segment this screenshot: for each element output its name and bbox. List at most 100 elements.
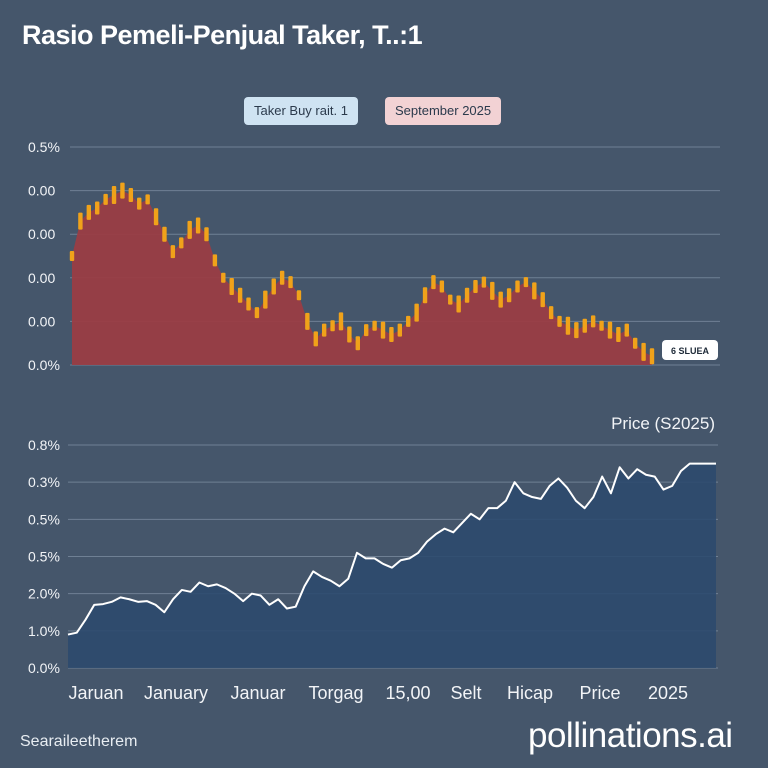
top-bar [296,290,302,301]
top-bar [490,281,495,300]
top-bar [246,297,251,311]
top-chart-badge: 6 SLUEA [662,340,718,360]
top-bar [95,201,100,215]
top-bar [195,217,201,234]
top-bar [523,277,529,288]
top-bar [364,324,369,337]
top-bar [590,315,596,328]
chart-title: Rasio Pemeli-Penjual Taker, T..:1 [22,20,423,50]
watermark: pollinations.ai [528,716,733,755]
legend: Taker Buy rait. 1 September 2025 [0,97,768,127]
top-y-tick: 0.00 [28,226,55,242]
bottom-x-tick: Jaruan [68,683,123,703]
top-bar [86,204,92,220]
top-bar [481,276,487,288]
top-bar [321,323,327,337]
bottom-line-chart [67,462,716,668]
top-bar [380,321,386,339]
badge-label: 6 SLUEA [671,346,710,356]
top-bar [389,326,394,342]
top-area-fill [72,190,652,365]
top-y-tick: 0.00 [28,313,55,329]
top-bar [212,254,218,267]
top-bar [288,276,293,289]
top-bar [330,320,335,332]
bottom-x-axis: Jaruan January Januar Torgag 15,00 Selt Hicap P… [68,683,688,703]
top-bar [221,272,226,283]
top-bar [616,326,621,342]
bottom-x-tick: Hicap [507,683,553,703]
top-bar [237,287,243,303]
top-bar [204,227,209,242]
top-y-tick: 0.5% [28,139,60,155]
bottom-y-tick: 1.0% [28,623,60,639]
top-bar [347,326,352,343]
top-bar [406,315,411,327]
top-bar [414,303,419,322]
top-bar [599,320,604,331]
bottom-x-tick: Price [579,683,620,703]
top-bar [78,212,83,230]
bottom-y-tick: 0.3% [28,474,60,490]
top-bar [372,320,377,331]
top-bar [557,315,562,327]
price-annotation: Price (S2025) [611,414,715,433]
top-bar [103,193,108,205]
top-bar [120,182,125,199]
top-y-tick: 0.0% [28,357,60,373]
top-bar [422,287,428,304]
top-bar [498,291,503,308]
top-bar [448,294,453,305]
badge-box [662,340,718,360]
top-y-axis: 0.5% 0.00 0.00 0.00 0.00 0.0% [28,139,60,373]
legend-item-september[interactable]: September 2025 [385,97,502,125]
bottom-x-tick: Selt [450,683,481,703]
top-bar [464,287,470,303]
top-bar [439,280,445,293]
bottom-x-tick: Torgag [308,683,363,703]
bottom-x-tick: 2025 [648,683,688,703]
top-bar [263,290,268,309]
top-bar [305,312,310,330]
top-bar [313,331,318,347]
top-bar [473,280,478,294]
bottom-area-fill [68,463,716,668]
top-bar [574,322,579,339]
top-bar [254,307,260,319]
footer-source-label: Searaileetherem [20,733,138,750]
top-bar [153,208,159,226]
top-bar [137,197,142,210]
top-bar [279,270,285,285]
price-series-line [67,462,716,636]
top-bar [338,312,344,331]
top-bar [506,288,512,303]
legend-item-taker-buy[interactable]: Taker Buy rait. 1 [244,97,358,125]
top-bar [515,280,520,293]
top-area-chart [69,182,655,365]
top-bar [179,237,184,249]
top-bar [456,295,461,313]
top-bar [431,275,436,290]
top-bar [582,318,587,333]
top-bar [649,348,655,365]
top-bar [532,282,537,300]
bottom-y-tick: 0.5% [28,511,60,527]
top-bar [271,278,276,295]
top-bar [187,220,192,239]
top-bar [111,185,117,204]
top-bar [632,337,638,349]
bottom-y-tick: 0.0% [28,660,60,676]
top-bar [548,306,554,320]
top-bar [69,251,75,261]
top-y-tick: 0.00 [28,183,55,199]
bottom-y-tick: 0.8% [28,437,60,453]
top-bar [145,194,150,205]
top-bar [540,292,545,308]
bottom-y-tick: 0.5% [28,549,60,565]
top-y-tick: 0.00 [28,270,55,286]
bottom-y-axis: 0.8% 0.3% 0.5% 0.5% 2.0% 1.0% 0.0% [28,437,60,676]
top-bar [397,323,403,337]
bottom-y-tick: 2.0% [28,586,60,602]
top-bar [607,321,613,339]
